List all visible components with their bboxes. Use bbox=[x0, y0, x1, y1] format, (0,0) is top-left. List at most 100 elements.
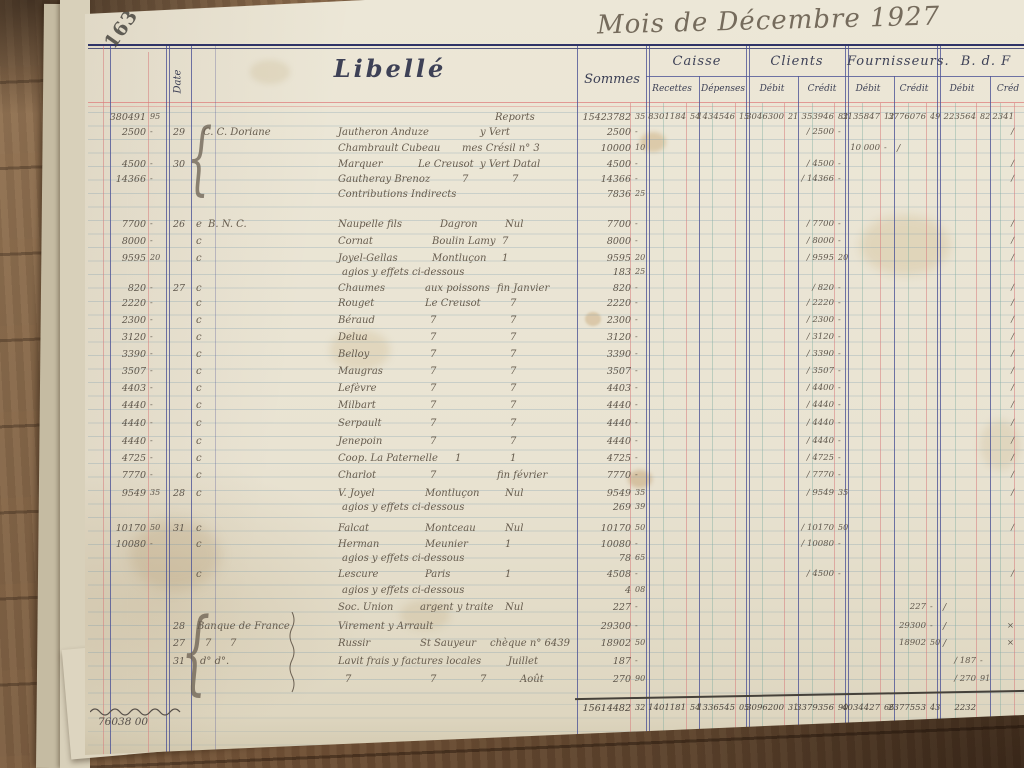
ledger-row: agios y effets ci-dessous 269 39 bbox=[85, 502, 1024, 517]
clients-credit-amount-centimes: - bbox=[838, 283, 841, 292]
libelle-text: Marquer bbox=[338, 159, 383, 170]
entry-mark: c bbox=[196, 400, 202, 411]
caisse-recettes-amount: 1401181 bbox=[648, 703, 686, 713]
sommes-amount-centimes: - bbox=[635, 436, 638, 445]
sommes-amount: 10080 bbox=[600, 539, 631, 550]
column-group-header: Fournisseurs. bbox=[847, 54, 950, 69]
clients-credit-amount: ∕ 3507 bbox=[806, 366, 834, 376]
sommes-amount: 7836 bbox=[606, 189, 631, 200]
ledger-row: agios y effets ci-dessous 78 65 bbox=[85, 553, 1024, 568]
date-value: 28 bbox=[172, 488, 186, 499]
sommes-amount: 2500 bbox=[606, 127, 631, 138]
sommes-amount-centimes: - bbox=[635, 453, 638, 462]
sommes-amount-centimes: - bbox=[635, 366, 638, 375]
left-amount: 4440 bbox=[121, 400, 146, 411]
ledger-page: Date Libellé Sommes Caisse Recettes Dépens… bbox=[85, 0, 1024, 755]
check-mark: ∕ bbox=[943, 638, 947, 649]
bdf-credit-amount: × bbox=[1006, 638, 1014, 648]
libelle-text: mes Crésil n° 3 bbox=[462, 143, 540, 154]
fournisseurs-credit-amount: 18902 bbox=[898, 638, 926, 648]
libelle-text: Jautheron Anduze bbox=[338, 127, 429, 138]
column-subheader: Débit bbox=[855, 84, 881, 94]
left-amount-centimes: - bbox=[150, 366, 153, 375]
libelle-text: agios y effets ci-dessous bbox=[342, 585, 465, 596]
clients-credit-amount: ∕ 3390 bbox=[806, 349, 834, 359]
libelle-text: agios y effets ci-dessous bbox=[342, 502, 465, 513]
libelle-text: aux poissons bbox=[425, 283, 490, 294]
sommes-amount-centimes: - bbox=[635, 621, 638, 630]
sommes-amount: 4725 bbox=[606, 453, 631, 464]
clients-credit-amount: ∕ 4440 bbox=[806, 418, 834, 428]
libelle-text: d° d°. bbox=[200, 656, 230, 667]
libelle-text: 7 bbox=[430, 366, 437, 377]
libelle-text: Le Creusot bbox=[425, 298, 481, 309]
clients-credit-amount: 353946 bbox=[801, 112, 834, 122]
left-amount-centimes: - bbox=[150, 159, 153, 168]
clients-credit-amount-centimes: - bbox=[838, 436, 841, 445]
date-value: 27 bbox=[172, 283, 186, 294]
sommes-amount-centimes: 20 bbox=[635, 253, 646, 262]
left-amount: 820 bbox=[127, 283, 146, 294]
sommes-amount-centimes: - bbox=[635, 539, 638, 548]
ledger-row: c Lescure Paris 1 4508- ∕ 4500- ∕ bbox=[85, 569, 1024, 584]
ledger-row: 820-27 c Chaumes aux poissons fin Janvier 820… bbox=[85, 283, 1024, 298]
clients-credit-amount-centimes: - bbox=[838, 159, 841, 168]
libelle-text: Boulin Lamy bbox=[432, 236, 496, 247]
ledger-row: 4440- c Milbart 7 7 4440- ∕ 4440- ∕ bbox=[85, 400, 1024, 415]
column-subheader: Crédit bbox=[899, 84, 929, 94]
libelle-text: 7 bbox=[345, 674, 352, 685]
sommes-amount: 9549 bbox=[606, 488, 631, 499]
sommes-amount-centimes: - bbox=[635, 400, 638, 409]
libelle-text: 7 bbox=[502, 236, 509, 247]
left-amount-centimes: 35 bbox=[150, 488, 161, 497]
left-amount: 380491 bbox=[109, 112, 146, 123]
sommes-amount: 15423782 bbox=[582, 112, 631, 123]
bdf-debit-amount: ∕ 270 bbox=[954, 674, 976, 684]
sommes-amount: 4508 bbox=[606, 569, 631, 580]
ledger-row: 8000- c Cornat Boulin Lamy 7 8000- ∕ 8000- ∕ bbox=[85, 236, 1024, 251]
libelle-text: Nul bbox=[505, 602, 524, 613]
sommes-amount-centimes: 08 bbox=[635, 585, 646, 594]
caisse-depenses-amount-centimes: 15 bbox=[739, 112, 750, 121]
libelle-text: y Vert bbox=[480, 127, 510, 138]
sommes-amount-centimes: - bbox=[635, 470, 638, 479]
left-amount-centimes: - bbox=[150, 418, 153, 427]
sommes-amount: 4 bbox=[624, 585, 631, 596]
libelle-text: 7 bbox=[510, 436, 517, 447]
sommes-amount-centimes: - bbox=[635, 159, 638, 168]
brace-mark: { bbox=[181, 598, 211, 705]
libelle-text: 1 bbox=[510, 453, 517, 464]
entry-mark: c bbox=[196, 236, 202, 247]
left-amount: 3120 bbox=[121, 332, 146, 343]
clients-credit-amount-centimes: - bbox=[838, 236, 841, 245]
ledger-row: 380491 95 Reports 15423782 35 8301184 54 143454… bbox=[85, 112, 1024, 127]
ledger-row: 9549 35 28 c V. Joyel Montluçon Nul 9549 35 ∕ 954… bbox=[85, 488, 1024, 503]
sommes-amount-centimes: 35 bbox=[635, 488, 646, 497]
sommes-amount: 4403 bbox=[606, 383, 631, 394]
libelle-text: Lavit frais y factures locales bbox=[338, 656, 482, 667]
ink-flourish bbox=[289, 612, 295, 693]
entry-mark: c bbox=[196, 298, 202, 309]
ledger-row: 27 7 7 Russir St Sauyeur chèque n° 6439 18902 5… bbox=[85, 638, 1024, 653]
libelle-text: Milbart bbox=[338, 400, 376, 411]
bdf-credit-amount: ∕ bbox=[1011, 436, 1014, 446]
fournisseurs-debit-amount-centimes: 66 bbox=[884, 703, 895, 712]
libelle-text: Coop. La Paternelle bbox=[338, 453, 438, 464]
libelle-text: Chaumes bbox=[338, 283, 386, 294]
libelle-text: 7 bbox=[205, 638, 212, 649]
bdf-credit-amount: ∕ bbox=[1011, 298, 1014, 308]
sommes-amount-centimes: 50 bbox=[635, 638, 646, 647]
sommes-amount: 9595 bbox=[606, 253, 631, 264]
sommes-amount: 8000 bbox=[606, 236, 631, 247]
libelle-text: 7 bbox=[510, 400, 517, 411]
clients-credit-amount: ∕ 2500 bbox=[806, 127, 834, 137]
left-amount-centimes: - bbox=[150, 283, 153, 292]
left-amount: 4403 bbox=[121, 383, 146, 394]
bdf-credit-amount: ∕ bbox=[1011, 174, 1014, 184]
libelle-text: 7 bbox=[430, 349, 437, 360]
libelle-text: 7 bbox=[462, 174, 469, 185]
libelle-text: y Vert Datal bbox=[480, 159, 541, 170]
left-amount: 4725 bbox=[121, 453, 146, 464]
totals-row: 15614482 32 1401181 54 1336545 05 3096200 31 337… bbox=[85, 703, 1024, 718]
date-value: 27 bbox=[172, 638, 186, 649]
